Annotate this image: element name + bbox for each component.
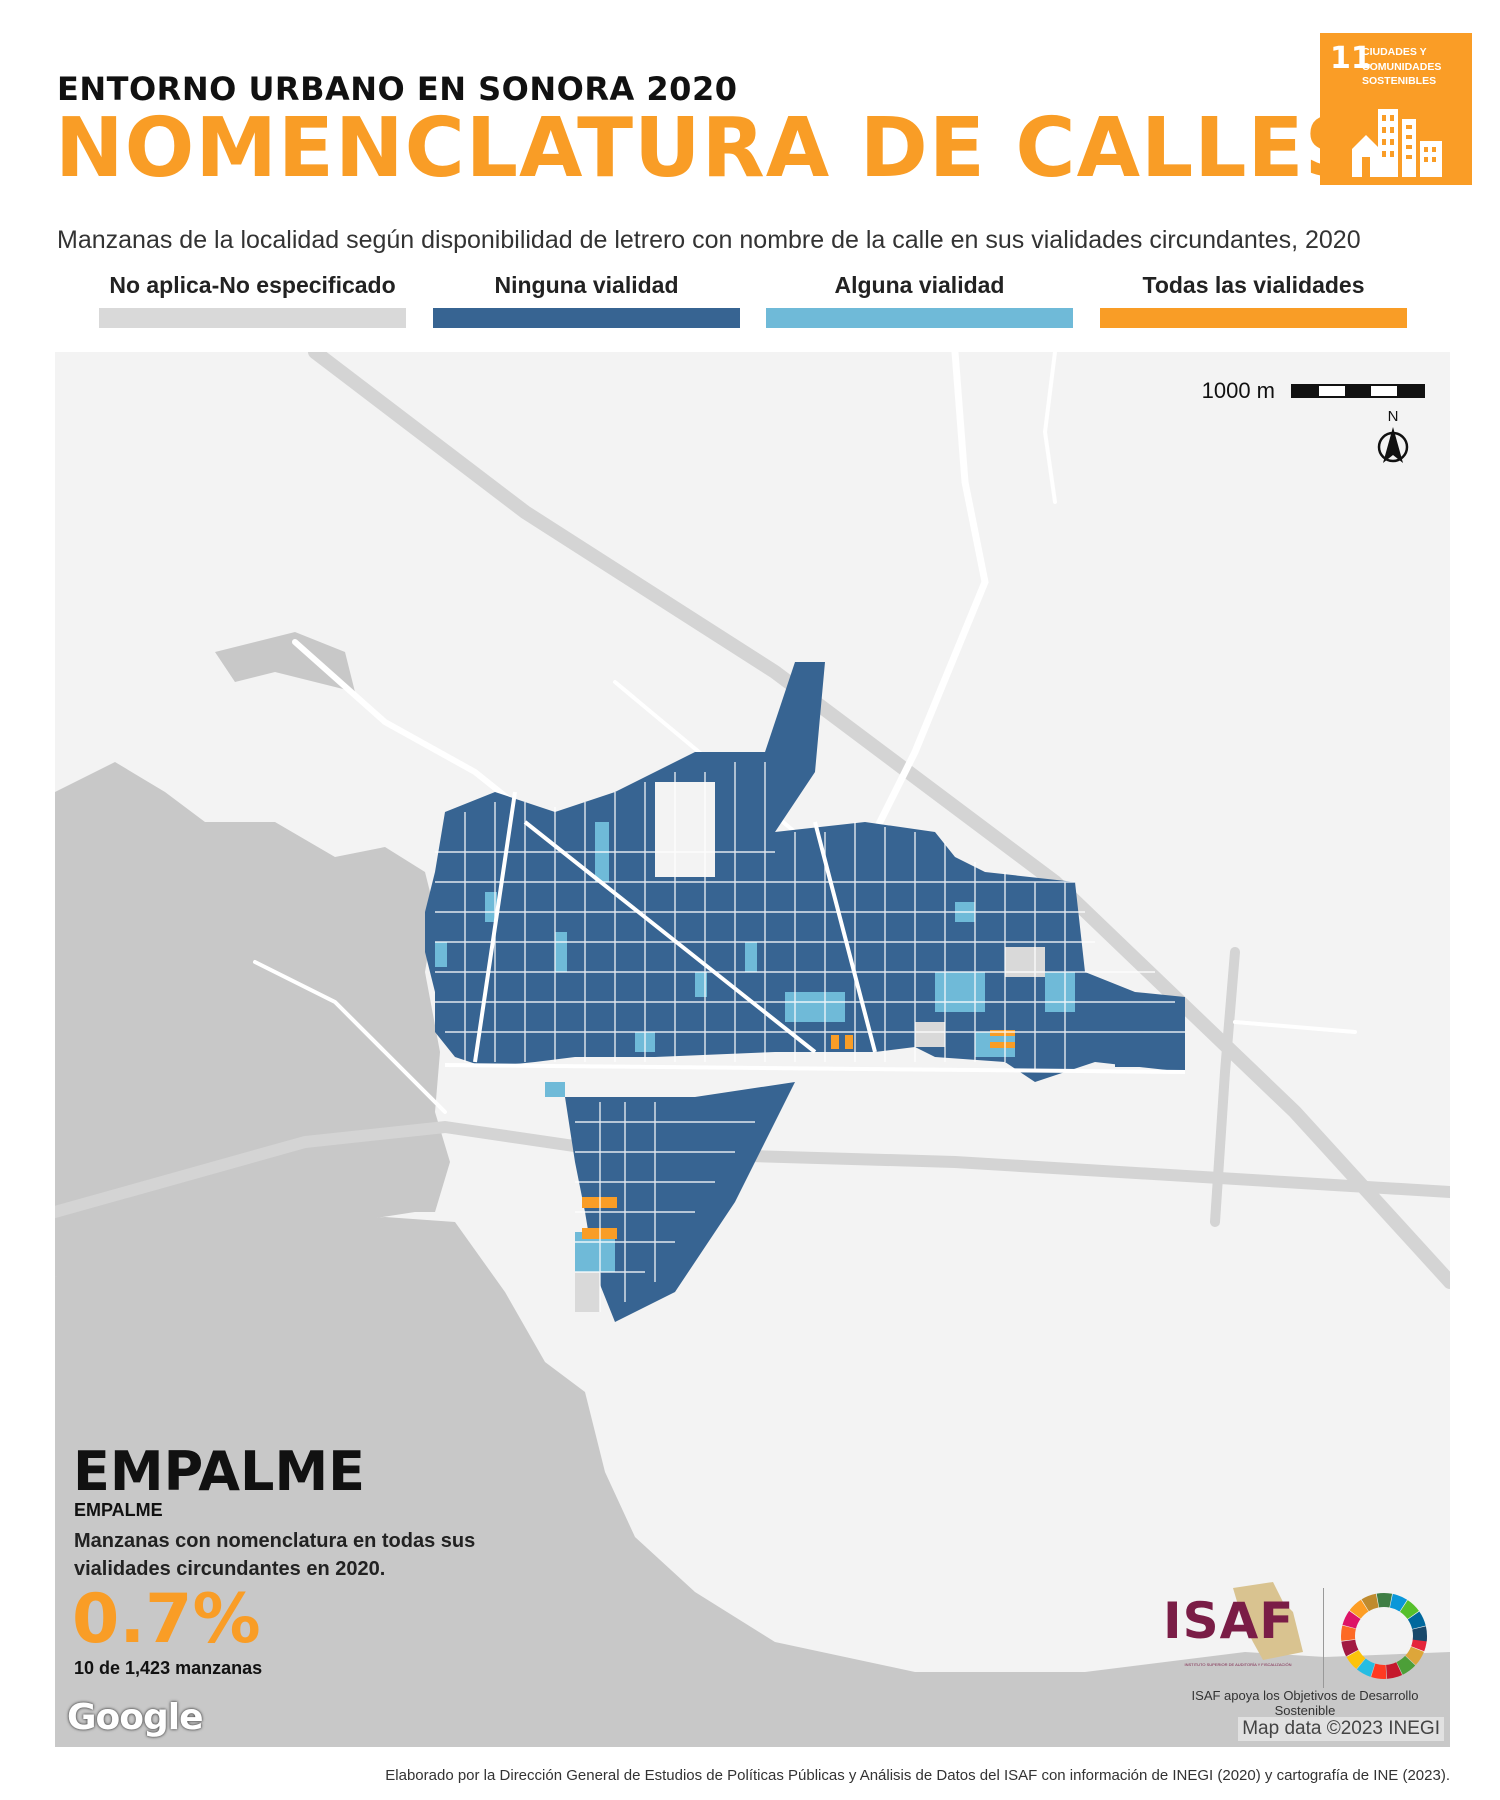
- city-buildings-icon: [1352, 109, 1442, 177]
- bay-water: [55, 1217, 1450, 1747]
- highway-main: [55, 1120, 1450, 1218]
- isaf-logo: ISAF INSTITUTO SUPERIOR DE AUDITORÍA Y F…: [1163, 1582, 1303, 1672]
- legend-label: Alguna vialidad: [834, 272, 1005, 298]
- indicator-description: Manzanas con nomenclatura en todas sus v…: [74, 1530, 476, 1580]
- footer-credits: Elaborado por la Dirección General de Es…: [385, 1767, 1450, 1784]
- legend-item-alguna: Alguna vialidad: [766, 270, 1073, 328]
- legend-label: Todas las vialidades: [1142, 272, 1365, 298]
- sdg-number: 11: [1330, 41, 1372, 76]
- legend-label: No aplica-No especificado: [109, 272, 396, 298]
- page-title: NOMENCLATURA DE CALLES: [55, 101, 1365, 196]
- north-arrow-icon: [1377, 427, 1409, 463]
- legend: No aplica-No especificado Ninguna vialid…: [0, 270, 1500, 330]
- map-subtitle: Manzanas de la localidad según disponibi…: [57, 226, 1361, 254]
- legend-swatch: [766, 308, 1073, 328]
- sdg-wheel-icon: [1341, 1593, 1427, 1679]
- legend-item-todas: Todas las vialidades: [1100, 270, 1407, 328]
- scale-bar-graphic: [1291, 384, 1425, 398]
- estuary-water: [215, 632, 355, 692]
- highway-north: [308, 352, 1450, 1289]
- legend-swatch: [99, 308, 406, 328]
- sonora-map-icon: [1233, 1582, 1303, 1660]
- industrial-block: [1115, 1007, 1175, 1067]
- indicator-percent: 0.7%: [72, 1580, 261, 1659]
- main-avenue: [444, 791, 1186, 1074]
- unlabeled-block: [575, 1272, 600, 1312]
- road-north-west: [292, 639, 528, 815]
- urban-south-lobe: [565, 1082, 795, 1322]
- highway-east: [1210, 947, 1240, 1227]
- isaf-wordmark: ISAF: [1163, 1592, 1295, 1650]
- legend-item-ninguna: Ninguna vialidad: [433, 270, 740, 328]
- isaf-tagline: INSTITUTO SUPERIOR DE AUDITORÍA Y FISCAL…: [1184, 1662, 1292, 1667]
- map-svg: [55, 352, 1450, 1747]
- urban-blocks: [425, 662, 1186, 1322]
- road-east: [1233, 1020, 1357, 1034]
- scale-label: 1000 m: [1201, 378, 1275, 403]
- road-curve: [253, 960, 447, 1114]
- map-attribution: Map data ©2023 INEGI: [1238, 1717, 1444, 1741]
- north-label: N: [1387, 408, 1399, 425]
- isaf-caption: ISAF apoya los Objetivos de Desarrollo S…: [1191, 1688, 1419, 1718]
- logo-divider: [1323, 1588, 1324, 1688]
- sea-water: [55, 762, 450, 1277]
- legend-label: Ninguna vialidad: [494, 272, 679, 298]
- report-kicker: ENTORNO URBANO EN SONORA 2020: [57, 70, 738, 108]
- road-northeast: [1042, 352, 1057, 504]
- map-canvas[interactable]: 1000 m N EMPALME EMPALME Manzanas con no…: [55, 352, 1450, 1747]
- legend-swatch: [1100, 308, 1407, 328]
- lagoon-hole: [655, 782, 715, 877]
- unlabeled-block: [915, 1022, 945, 1047]
- sdg-11-badge: 11 CIUDADES Y COMUNIDADES SOSTENIBLES: [1320, 33, 1472, 185]
- indicator-count: 10 de 1,423 manzanas: [74, 1658, 263, 1678]
- scale-bar: 1000 m: [1202, 378, 1425, 404]
- locality-name: EMPALME: [73, 1440, 366, 1503]
- legend-item-no-aplica: No aplica-No especificado: [99, 270, 406, 328]
- sdg-goal-text: CIUDADES Y COMUNIDADES SOSTENIBLES: [1362, 46, 1442, 88]
- street-grid: [435, 762, 1185, 1312]
- municipality-name: EMPALME: [74, 1500, 163, 1520]
- legend-swatch: [433, 308, 740, 328]
- google-logo: Google: [67, 1697, 204, 1738]
- north-arrow: N: [1368, 408, 1418, 472]
